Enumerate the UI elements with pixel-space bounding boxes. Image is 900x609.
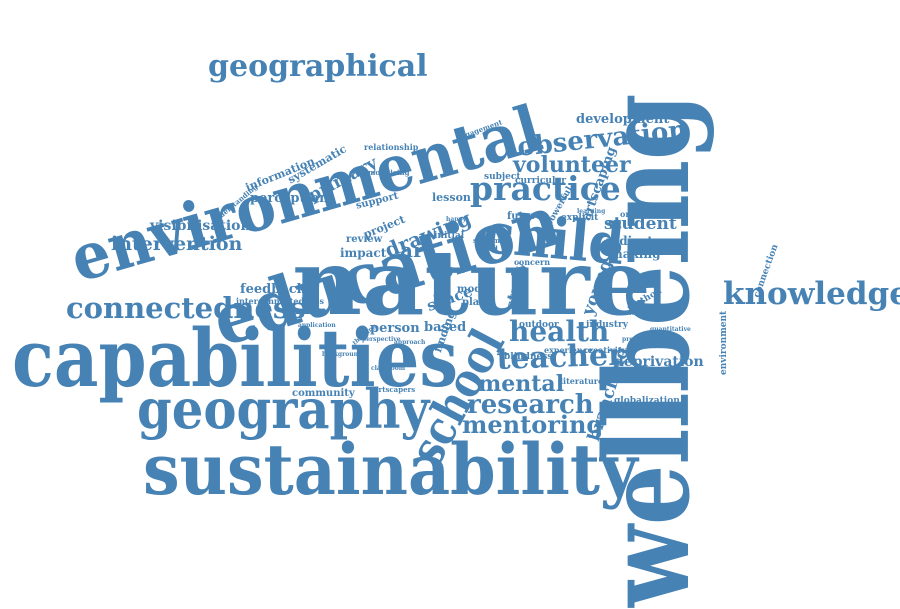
word-initial: initial	[434, 231, 465, 241]
word-classroom: classroom	[371, 365, 406, 372]
word-sustainability: sustainability	[143, 428, 638, 511]
word-industry: industry	[586, 320, 628, 330]
word-subject: subject	[484, 172, 521, 182]
word-concern: concern	[514, 257, 551, 267]
word-approach: approach	[394, 339, 426, 346]
word-application: application	[298, 322, 336, 329]
word-evidence: evidence	[622, 310, 652, 317]
word-interconnectedness: interconnectedness	[236, 296, 324, 306]
word-relationship: relationship	[364, 142, 419, 152]
word-development: development	[576, 112, 670, 127]
word-feedback: feedback	[240, 282, 306, 297]
word-literature: literature	[560, 376, 604, 386]
word-research: research	[467, 390, 594, 420]
word-system: system	[473, 236, 501, 245]
word-community: community	[292, 388, 355, 399]
word-globalization: globalization	[614, 396, 680, 406]
word-world: world	[476, 244, 498, 253]
word-perspective: perspective	[362, 336, 401, 343]
word-geographical: geographical	[208, 49, 428, 84]
word-based: based	[424, 320, 467, 335]
word-experience: experience	[544, 345, 593, 355]
word-lesson: lesson	[432, 191, 471, 204]
word-nature: nature	[292, 230, 651, 336]
word-production: production	[622, 336, 659, 343]
word-knowledge: knowledge	[723, 276, 900, 312]
word-intervention: intervention	[111, 233, 243, 255]
word-student: student	[604, 214, 677, 234]
word-art: art	[400, 238, 433, 262]
word-perception: perception	[250, 191, 329, 206]
word-mentoring: mentoring	[462, 410, 604, 439]
word-mobilising: mobilising	[368, 168, 410, 177]
word-person: person	[370, 321, 420, 336]
word-making: making	[610, 247, 661, 261]
word-indicator: indicator	[606, 234, 668, 248]
word-organisation: organisation	[620, 209, 677, 219]
word-model: model	[457, 284, 492, 295]
word-practice: practice	[470, 169, 621, 208]
word-geography: geography	[137, 377, 430, 441]
word-learning: learning	[577, 208, 606, 215]
word-mental: mental	[478, 371, 565, 397]
word-deprivation: deprivation	[614, 354, 704, 370]
word-volunteer: volunteer	[513, 152, 631, 178]
word-review: review	[346, 234, 383, 245]
word-artscapers: artscapers	[374, 385, 416, 394]
word-capabilities: capabilities	[12, 311, 459, 405]
word-health: health	[509, 315, 610, 348]
word-explicit: explicit	[561, 213, 599, 223]
word-connectedness: connectedness	[66, 291, 306, 325]
word-quantitative: quantitative	[650, 326, 691, 333]
word-place: place	[462, 297, 492, 308]
word-background: background	[322, 351, 363, 358]
word-outdoor: outdoor	[519, 320, 559, 330]
word-creativity: creativity	[584, 345, 627, 355]
word-happy: happy	[446, 216, 467, 223]
word-impact: impact	[340, 246, 387, 260]
word-blindness: blindness	[504, 352, 553, 362]
word-visibilisation: visibilisation	[150, 218, 251, 234]
word-environment: environment	[719, 310, 729, 375]
word-future: future	[507, 211, 543, 222]
word-curricular: curricular	[515, 176, 566, 186]
